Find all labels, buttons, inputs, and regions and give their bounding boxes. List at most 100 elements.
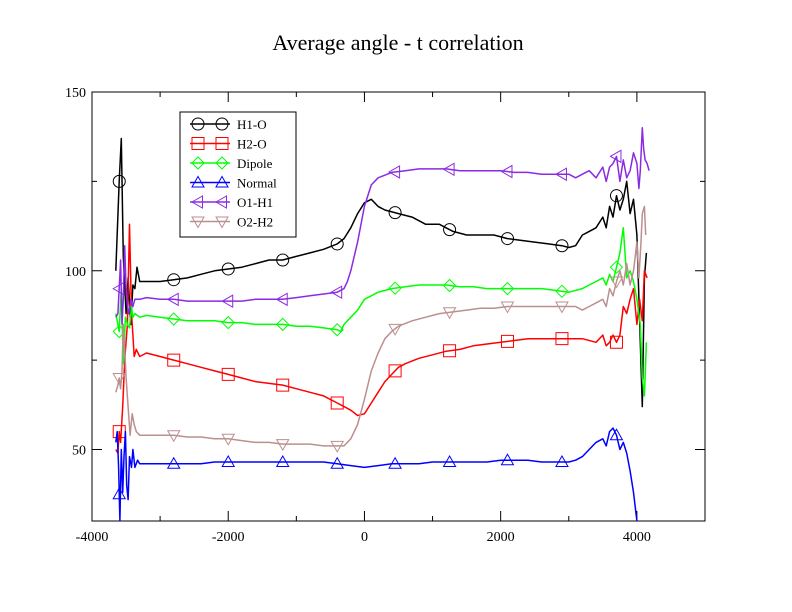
circle-marker: [167, 273, 181, 287]
square-marker: [388, 364, 402, 378]
x-tick-label: 2000: [487, 530, 515, 545]
circle-marker: [443, 223, 457, 237]
triangle-left-marker: [166, 292, 179, 307]
y-tick-label: 100: [65, 265, 86, 280]
x-tick-label: 0: [361, 530, 368, 545]
triangle-left-marker: [275, 292, 288, 307]
plot-frame: [91, 91, 706, 522]
triangle-left-marker: [190, 195, 203, 209]
circle-marker: [112, 174, 126, 188]
square-marker: [330, 396, 344, 410]
legend-item: H2-O: [190, 137, 267, 152]
series-h2-o: [112, 223, 648, 454]
triangle-left-marker: [554, 167, 567, 182]
triangle-left-marker: [500, 164, 513, 179]
x-tick-label: -4000: [76, 530, 109, 545]
series-line: [115, 427, 638, 521]
x-tick-label: -2000: [212, 530, 245, 545]
legend-item: Normal: [190, 175, 277, 191]
triangle-left-marker: [214, 195, 227, 209]
legend-label: H2-O: [237, 137, 267, 152]
circle-marker: [330, 237, 344, 251]
legend-label: O1-H1: [237, 195, 273, 210]
triangle-down-marker: [609, 276, 624, 289]
legend-label: Dipole: [237, 156, 273, 171]
diamond-marker: [191, 156, 205, 170]
triangle-up-marker: [166, 456, 181, 469]
circle-marker: [555, 239, 569, 253]
triangle-down-marker: [166, 430, 181, 443]
square-marker: [276, 378, 290, 392]
square-marker: [443, 344, 457, 358]
square-marker: [191, 137, 205, 150]
triangle-down-marker: [500, 301, 515, 314]
legend-label: H1-O: [237, 117, 267, 132]
diamond-marker: [555, 284, 569, 299]
diamond-marker: [215, 156, 229, 170]
series-line: [115, 137, 648, 408]
triangle-up-marker: [555, 455, 569, 468]
triangle-left-marker: [388, 165, 401, 179]
series-line: [115, 127, 650, 326]
triangle-down-marker: [191, 216, 205, 229]
legend-box: [179, 111, 297, 238]
triangle-down-marker: [555, 301, 569, 314]
circle-marker: [215, 117, 229, 131]
legend-label: Normal: [237, 176, 277, 191]
x-tick-label: 4000: [623, 530, 651, 545]
triangle-up-marker: [330, 456, 345, 469]
triangle-up-marker: [215, 175, 229, 188]
legend-label: O2-H2: [237, 215, 273, 230]
series-layer: [112, 127, 650, 521]
triangle-up-marker: [500, 453, 515, 466]
diamond-marker: [609, 260, 624, 274]
chart-title: Average angle - t correlation: [272, 30, 523, 55]
square-marker: [609, 335, 623, 349]
triangle-up-marker: [609, 428, 624, 441]
diamond-marker: [330, 323, 344, 337]
legend-item: O2-H2: [190, 215, 273, 230]
square-marker: [215, 137, 229, 150]
legend: H1-O H2-O Dipole Normal O1-H1 O2-H2: [179, 111, 297, 238]
triangle-down-marker: [388, 323, 402, 336]
diamond-marker: [167, 312, 181, 326]
legend-item: H1-O: [190, 117, 267, 132]
circle-marker: [388, 206, 402, 220]
triangle-left-marker: [221, 294, 234, 308]
diamond-marker: [221, 315, 235, 330]
circle-marker: [609, 189, 623, 203]
circle-marker: [221, 262, 235, 276]
circle-marker: [500, 232, 514, 246]
triangle-down-marker: [215, 216, 229, 229]
triangle-left-marker: [442, 162, 455, 177]
triangle-up-marker: [221, 455, 236, 468]
circle-marker: [191, 117, 205, 131]
legend-item: Dipole: [190, 156, 273, 171]
series-line: [115, 223, 648, 454]
series-dipole: [112, 227, 648, 397]
series-h1-o: [112, 137, 648, 408]
y-tick-label: 150: [65, 86, 86, 101]
triangle-up-marker: [442, 455, 457, 468]
square-marker: [555, 332, 569, 346]
square-marker: [167, 353, 181, 367]
triangle-up-marker: [191, 175, 205, 188]
triangle-left-marker: [609, 149, 622, 164]
diamond-marker: [500, 281, 515, 296]
series-o2-h2: [112, 205, 647, 453]
series-o1-h1: [112, 127, 650, 326]
y-tick-label: 50: [72, 444, 86, 459]
series-line: [115, 205, 647, 447]
square-marker: [500, 334, 514, 348]
square-marker: [221, 367, 235, 381]
triangle-down-marker: [330, 440, 345, 453]
triangle-left-marker: [112, 281, 125, 296]
diamond-marker: [276, 317, 290, 332]
diamond-marker: [388, 281, 402, 295]
circle-marker: [276, 253, 290, 267]
legend-item: O1-H1: [190, 195, 273, 210]
series-line: [115, 227, 648, 397]
triangle-up-marker: [275, 455, 290, 468]
triangle-down-marker: [112, 373, 127, 386]
